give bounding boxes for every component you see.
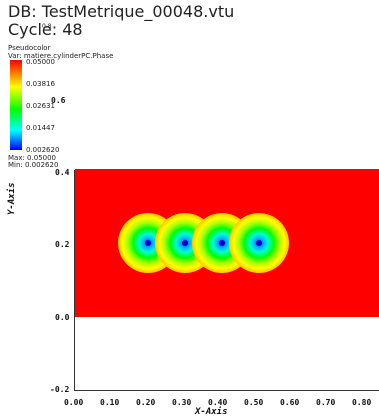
x-tick-0.80: 0.80 <box>352 398 372 407</box>
x-tick-0.10: 0.10 <box>100 398 120 407</box>
blob-core-2 <box>182 240 188 246</box>
legend-color-bar <box>10 60 22 150</box>
inline-tick-label: 0.6 <box>51 96 66 105</box>
legend-variable-label: Var: matiere.cylinderPC.Phase <box>8 52 114 60</box>
legend-value-1: 0.03816 <box>26 80 55 88</box>
y-tick-neg0.2: -0.2 <box>50 385 70 394</box>
x-tick-0.70: 0.70 <box>316 398 336 407</box>
x-tick-0.50: 0.50 <box>244 398 264 407</box>
phase-blob-4 <box>229 213 289 273</box>
x-axis-line <box>74 390 379 391</box>
legend-value-0: 0.05000 <box>26 58 55 66</box>
legend-value-3: 0.01447 <box>26 124 55 132</box>
legend-type-label: Pseudocolor <box>8 44 51 52</box>
x-axis-label: X-Axis <box>195 407 228 417</box>
y-axis-label: Y-Axis <box>7 182 17 215</box>
x-tick-0.20: 0.20 <box>136 398 156 407</box>
cycle-title: Cycle: 48 <box>8 20 83 39</box>
cycle-overlay-tick: 0.8 <box>42 23 52 30</box>
y-axis-line <box>74 170 75 390</box>
database-title: DB: TestMetrique_00048.vtu <box>8 2 235 21</box>
x-tick-0.40: 0.40 <box>208 398 228 407</box>
x-tick-0.30: 0.30 <box>172 398 192 407</box>
y-tick-0.2: 0.2 <box>55 240 70 249</box>
legend-value-4: 0.002620 <box>26 146 60 154</box>
y-tick-0.4: 0.4 <box>55 168 70 177</box>
blob-core-1 <box>145 240 151 246</box>
x-tick-0.60: 0.60 <box>280 398 300 407</box>
pseudocolor-field <box>75 169 379 317</box>
legend-min-label: Min: 0.002620 <box>8 161 59 169</box>
blob-core-4 <box>256 240 262 246</box>
x-tick-0.00: 0.00 <box>64 398 84 407</box>
blob-core-3 <box>219 240 225 246</box>
legend-value-2: 0.02631 <box>26 102 55 110</box>
y-tick-0.0: 0.0 <box>55 313 70 322</box>
legend-max-label: Max: 0.05000 <box>8 154 57 162</box>
